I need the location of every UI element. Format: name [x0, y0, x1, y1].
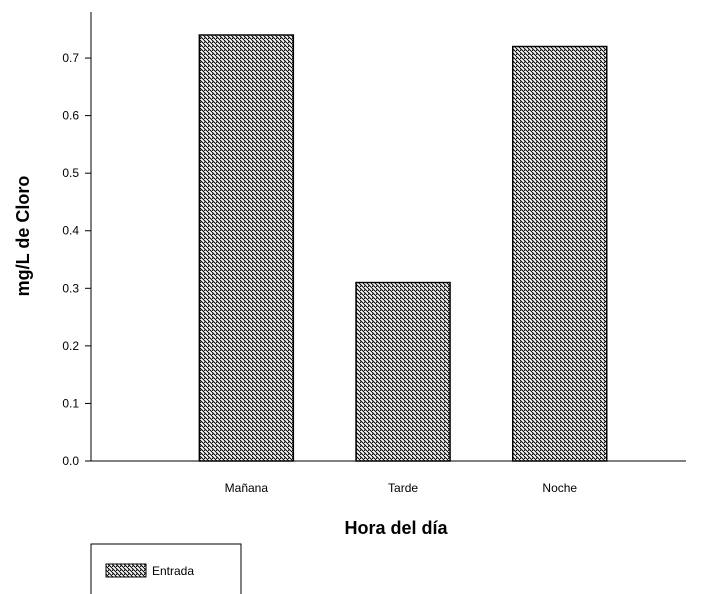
x-axis-tick-labels: Mañana Tarde Noche — [225, 481, 578, 495]
y-tick-label: 0.7 — [62, 51, 79, 65]
y-tick-label: 0.1 — [62, 396, 79, 410]
y-tick-label: 0.0 — [62, 454, 79, 468]
bar-mañana — [198, 34, 295, 462]
x-tick-label: Noche — [542, 481, 577, 495]
y-tick-label: 0.6 — [62, 109, 79, 123]
bar-noche — [512, 45, 608, 462]
x-tick-label: Mañana — [225, 481, 269, 495]
bars — [198, 34, 608, 462]
x-axis-title: Hora del día — [344, 518, 448, 538]
bar-tarde — [355, 281, 451, 462]
legend-swatch — [105, 563, 147, 578]
y-tick-label: 0.2 — [62, 339, 79, 353]
legend-label: Entrada — [152, 564, 194, 578]
legend: Entrada — [90, 543, 242, 594]
y-tick-label: 0.3 — [62, 281, 79, 295]
y-axis-title: mg/L de Cloro — [13, 176, 33, 297]
legend-box — [90, 543, 242, 594]
x-tick-label: Tarde — [388, 481, 418, 495]
y-axis-ticks: 0.0 0.1 0.2 0.3 0.4 0.5 0.6 0.7 — [62, 51, 91, 468]
y-tick-label: 0.4 — [62, 224, 79, 238]
y-tick-label: 0.5 — [62, 166, 79, 180]
